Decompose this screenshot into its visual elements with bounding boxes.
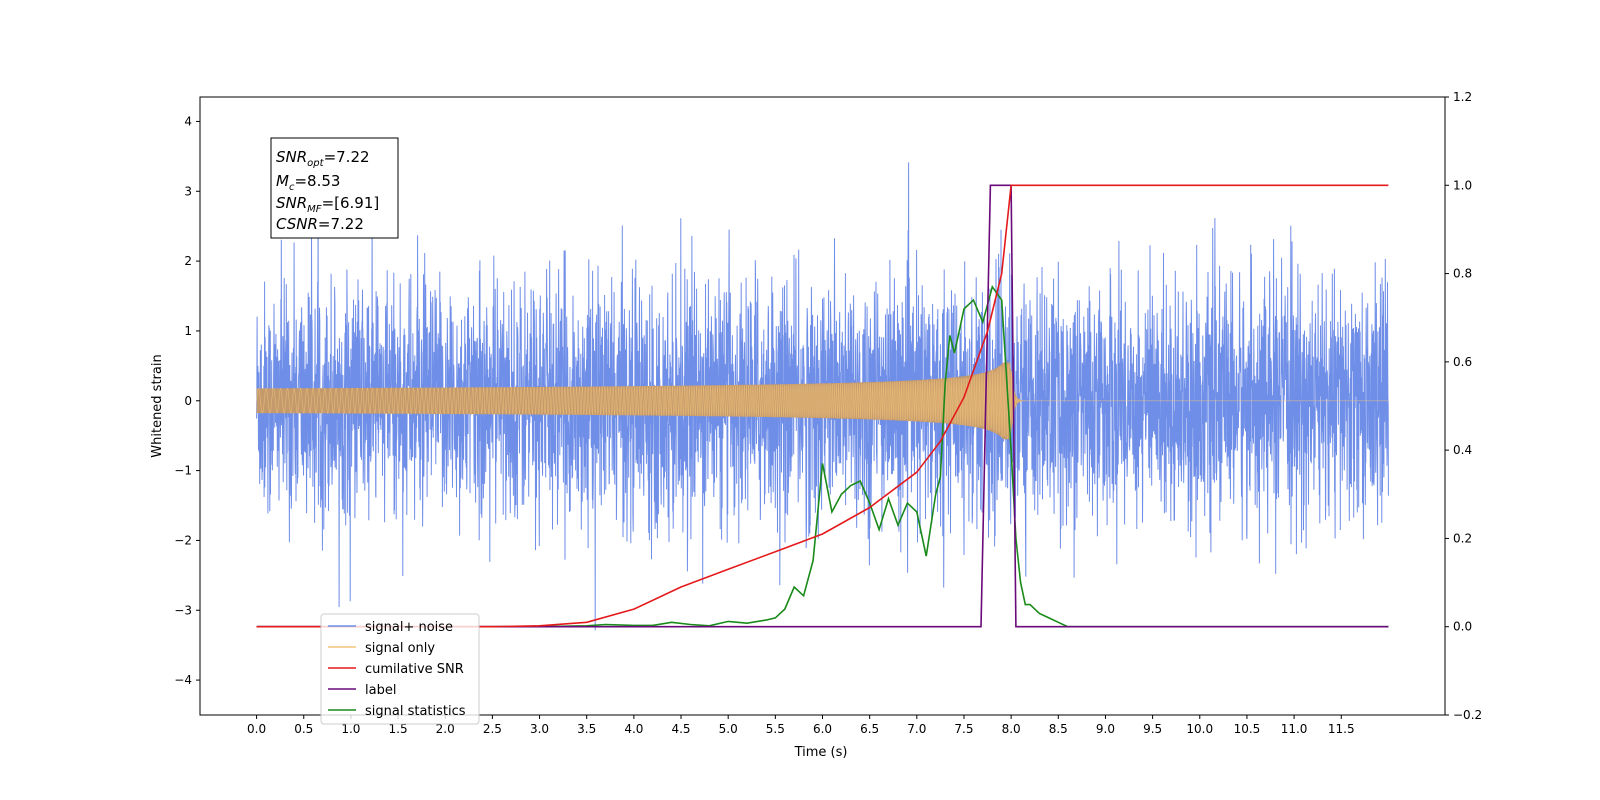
x-tick-label: 7.5 xyxy=(954,722,973,736)
left-tick-label: 2 xyxy=(184,254,192,268)
info-snr-mf: SNRMF=[6.91] xyxy=(276,194,379,215)
info-snr-opt: SNRopt=7.22 xyxy=(276,148,370,169)
legend-entry-cumilative-snr: cumilative SNR xyxy=(328,662,464,677)
x-tick-label: 9.0 xyxy=(1096,722,1115,736)
x-tick-label: 4.0 xyxy=(624,722,643,736)
cumilative-snr-line xyxy=(256,184,1389,628)
x-tick-label: 5.5 xyxy=(766,722,785,736)
series-cumilative-snr xyxy=(256,184,1389,628)
series-signal-only xyxy=(256,362,1389,440)
left-tick-label: 0 xyxy=(184,394,192,408)
svg-text:signal only: signal only xyxy=(365,641,435,656)
x-tick-label: 8.5 xyxy=(1049,722,1068,736)
x-tick-label: 10.5 xyxy=(1234,722,1261,736)
right-tick-label: 0.0 xyxy=(1453,620,1472,634)
x-tick-label: 4.5 xyxy=(671,722,690,736)
signal-only-line xyxy=(256,362,1389,440)
x-tick-label: 10.0 xyxy=(1186,722,1213,736)
x-tick-label: 11.0 xyxy=(1281,722,1308,736)
series-signal-noise xyxy=(256,162,1389,631)
legend-entry-signal-only: signal only xyxy=(328,641,435,656)
series-signal-statistics xyxy=(256,284,1389,628)
x-tick-label: 5.0 xyxy=(719,722,738,736)
legend-entry-signal-noise: signal+ noise xyxy=(328,620,453,635)
right-tick-label: 0.6 xyxy=(1453,355,1472,369)
right-tick-label: 0.8 xyxy=(1453,267,1472,281)
left-tick-label: 3 xyxy=(184,184,192,198)
left-tick-label: −2 xyxy=(174,533,192,547)
signal-statistics-line xyxy=(256,284,1389,628)
legend-entry-label: label xyxy=(328,683,396,698)
series-label xyxy=(256,184,1389,628)
x-tick-label: 11.5 xyxy=(1328,722,1355,736)
info-box: SNRopt=7.22 Mc=8.53 SNRMF=[6.91] CSNR=7.… xyxy=(270,137,399,239)
legend: signal+ noise signal only cumilative SNR… xyxy=(320,613,480,725)
legend-entry-signal-statistics: signal statistics xyxy=(328,704,466,719)
left-tick-label: 4 xyxy=(184,114,192,128)
x-tick-label: 2.5 xyxy=(483,722,502,736)
left-tick-label: 1 xyxy=(184,324,192,338)
left-y-axis: −4 −3 −2 −1 0 1 2 3 4 xyxy=(174,114,200,687)
left-tick-label: −4 xyxy=(174,673,192,687)
label-line xyxy=(256,184,1389,628)
left-tick-label: −1 xyxy=(174,464,192,478)
y-axis-label: Whitened strain xyxy=(150,354,165,457)
right-y-axis: −0.2 0.0 0.2 0.4 0.6 0.8 1.0 1.2 xyxy=(1445,90,1482,722)
x-tick-label: 7.0 xyxy=(907,722,926,736)
x-tick-label: 6.5 xyxy=(860,722,879,736)
x-tick-label: 3.5 xyxy=(577,722,596,736)
x-tick-label: 6.0 xyxy=(813,722,832,736)
x-tick-label: 1.0 xyxy=(341,722,360,736)
x-axis-label: Time (s) xyxy=(794,745,848,760)
svg-text:cumilative SNR: cumilative SNR xyxy=(365,662,464,677)
x-tick-label: 3.0 xyxy=(530,722,549,736)
x-tick-label: 8.0 xyxy=(1002,722,1021,736)
svg-text:signal statistics: signal statistics xyxy=(365,704,466,719)
x-axis: 0.0 0.5 1.0 1.5 2.0 2.5 3.0 3.5 4.0 4.5 5.0 5.5 6.0 6… xyxy=(247,715,1355,736)
x-tick-label: 0.0 xyxy=(247,722,266,736)
info-csnr: CSNR=7.22 xyxy=(276,215,364,233)
plot-area xyxy=(256,162,1389,631)
x-tick-label: 2.0 xyxy=(436,722,455,736)
right-tick-label: −0.2 xyxy=(1453,708,1482,722)
right-tick-label: 0.2 xyxy=(1453,531,1472,545)
info-mc: Mc=8.53 xyxy=(276,172,340,193)
x-tick-label: 0.5 xyxy=(294,722,313,736)
x-tick-label: 9.5 xyxy=(1143,722,1162,736)
right-tick-label: 0.4 xyxy=(1453,443,1472,457)
left-tick-label: −3 xyxy=(174,603,192,617)
x-tick-label: 1.5 xyxy=(389,722,408,736)
right-tick-label: 1.0 xyxy=(1453,178,1472,192)
signal-noise-line xyxy=(256,162,1389,631)
right-tick-label: 1.2 xyxy=(1453,90,1472,104)
svg-text:label: label xyxy=(365,683,396,698)
svg-text:signal+ noise: signal+ noise xyxy=(365,620,453,635)
